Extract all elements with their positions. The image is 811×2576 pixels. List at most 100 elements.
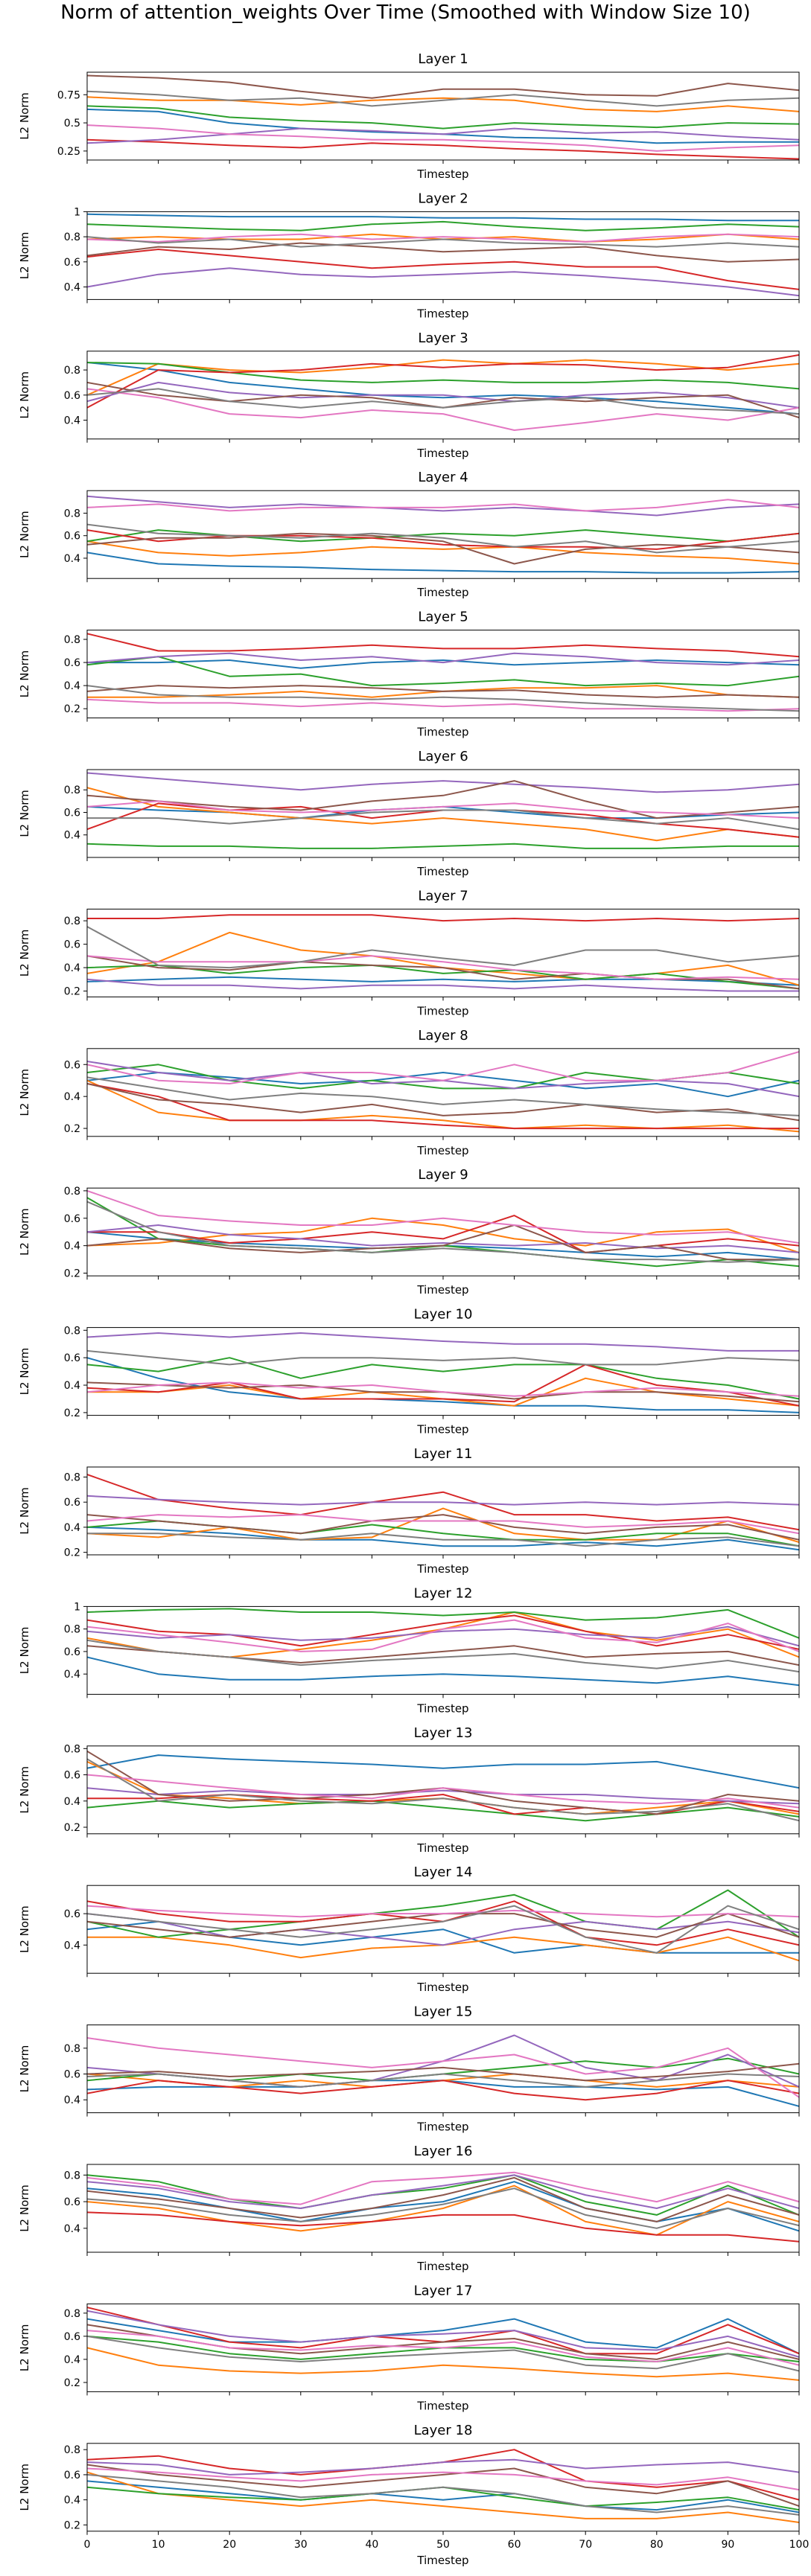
series-line-4 [87,1083,799,1130]
y-tick-label: 0.8 [64,2170,80,2182]
series-line-2 [87,540,799,565]
y-tick-label: 0.6 [64,807,80,819]
y-tick-label: 0.8 [64,1471,80,1483]
series-line-1 [87,213,799,222]
plot-frame [86,1885,800,1974]
y-tick-label: 0.4 [64,1669,80,1681]
plot-frame [86,1605,800,1695]
series-line-7 [87,1514,799,1535]
x-axis-label: Timestep [416,447,468,460]
series-line-7 [87,388,799,431]
series-line-8 [87,2335,799,2372]
y-tick-label: 0.8 [64,634,80,646]
subplot-18: Layer 18 L2 Norm Timestep 0 10 20 30 40 50 60 70 80… [18,2423,809,2567]
y-tick-label: 0.6 [64,1770,80,1782]
plot-frame [86,351,800,440]
series-line-3 [87,529,799,543]
series-line-6 [87,2464,799,2508]
series-line-5 [87,978,799,992]
figure-title: Norm of attention_weights Over Time (Smo… [60,1,751,24]
series-line-8 [87,809,799,831]
x-axis-label: Timestep [416,307,468,320]
subplot-title: Layer 4 [418,470,468,485]
series-group [87,2171,799,2243]
series-line-8 [87,236,799,248]
subplot-title: Layer 12 [414,1585,473,1601]
series-line-1 [87,552,799,574]
subplot-17: Layer 17 L2 Norm Timestep 0.2 0.4 0.6 0.8 [18,2283,800,2412]
subplot-title: Layer 18 [414,2423,473,2438]
series-line-7 [87,800,799,819]
series-group [87,1750,799,1822]
series-line-3 [87,843,799,849]
y-tick-label: 0.8 [64,1325,80,1337]
subplot-6: Layer 6 L2 Norm Timestep 0.4 0.6 0.8 [18,749,800,878]
y-tick-label: 0.4 [64,1091,80,1103]
series-line-8 [87,1758,799,1822]
x-tick-label: 20 [223,2539,236,2551]
subplot-11: Layer 11 L2 Norm Timestep 0.2 0.4 0.6 0.8 [18,1446,800,1576]
series-line-7 [87,124,799,152]
series-line-1 [87,976,799,986]
series-line-8 [87,2073,799,2088]
series-line-1 [87,659,799,669]
plot-frame [86,908,800,997]
y-tick-label: 0.8 [64,915,80,927]
subplot-15: Layer 15 L2 Norm Timestep 0.4 0.6 0.8 [18,2004,800,2134]
series-line-5 [87,1495,799,1506]
x-axis-label: Timestep [416,1283,468,1297]
series-line-6 [87,74,799,99]
y-axis-label: L2 Norm [18,1348,31,1396]
series-line-4 [87,914,799,922]
subplot-title: Layer 10 [414,1307,473,1323]
y-tick-label: 0.8 [64,1624,80,1636]
y-tick-label: 0.6 [64,531,80,543]
y-tick-label: 0.6 [64,939,80,951]
series-line-6 [87,955,799,990]
y-tick-label: 0.75 [57,89,80,101]
series-line-8 [87,388,799,415]
x-axis-label: Timestep [416,1562,468,1576]
y-tick-label: 0.4 [64,282,80,294]
series-line-2 [87,2347,799,2381]
series-line-7 [87,1905,799,1918]
series-line-2 [87,1217,799,1253]
series-line-5 [87,1626,799,1647]
series-group [87,354,799,431]
subplot-title: Layer 16 [414,2144,473,2159]
subplot-13: Layer 13 L2 Norm Timestep 0.2 0.4 0.6 0.8 [18,1725,800,1855]
series-line-5 [87,267,799,297]
series-line-6 [87,532,799,565]
series-line-3 [87,656,799,687]
subplot-8: Layer 8 L2 Norm Timestep 0.2 0.4 0.6 [18,1028,800,1157]
series-line-1 [87,1526,799,1551]
series-line-2 [87,1611,799,1658]
y-tick-label: 1 [74,1601,80,1613]
series-line-5 [87,2174,799,2209]
subplot-title: Layer 6 [418,749,468,764]
series-line-2 [87,1079,799,1133]
y-axis-label: L2 Norm [18,1905,31,1953]
series-line-4 [87,1900,799,1946]
series-line-3 [87,105,799,130]
series-line-1 [87,1357,799,1413]
series-line-6 [87,2176,799,2222]
series-line-8 [87,1905,799,1954]
plot-frame [86,1745,800,1835]
y-tick-label: 0.4 [64,962,80,974]
series-line-8 [87,926,799,969]
series-line-5 [87,1913,799,1946]
series-line-3 [87,1197,799,1268]
y-axis-label: L2 Norm [18,2324,31,2372]
y-tick-label: 0.4 [64,2223,80,2235]
series-line-1 [87,805,799,819]
series-line-7 [87,955,799,980]
series-line-4 [87,1215,799,1253]
subplot-title: Layer 2 [418,191,468,206]
plot-frame [86,2303,800,2392]
plot-frame [86,2164,800,2253]
series-line-5 [87,1787,799,1805]
series-line-5 [87,381,799,409]
series-line-6 [87,242,799,263]
series-line-1 [87,1754,799,1789]
